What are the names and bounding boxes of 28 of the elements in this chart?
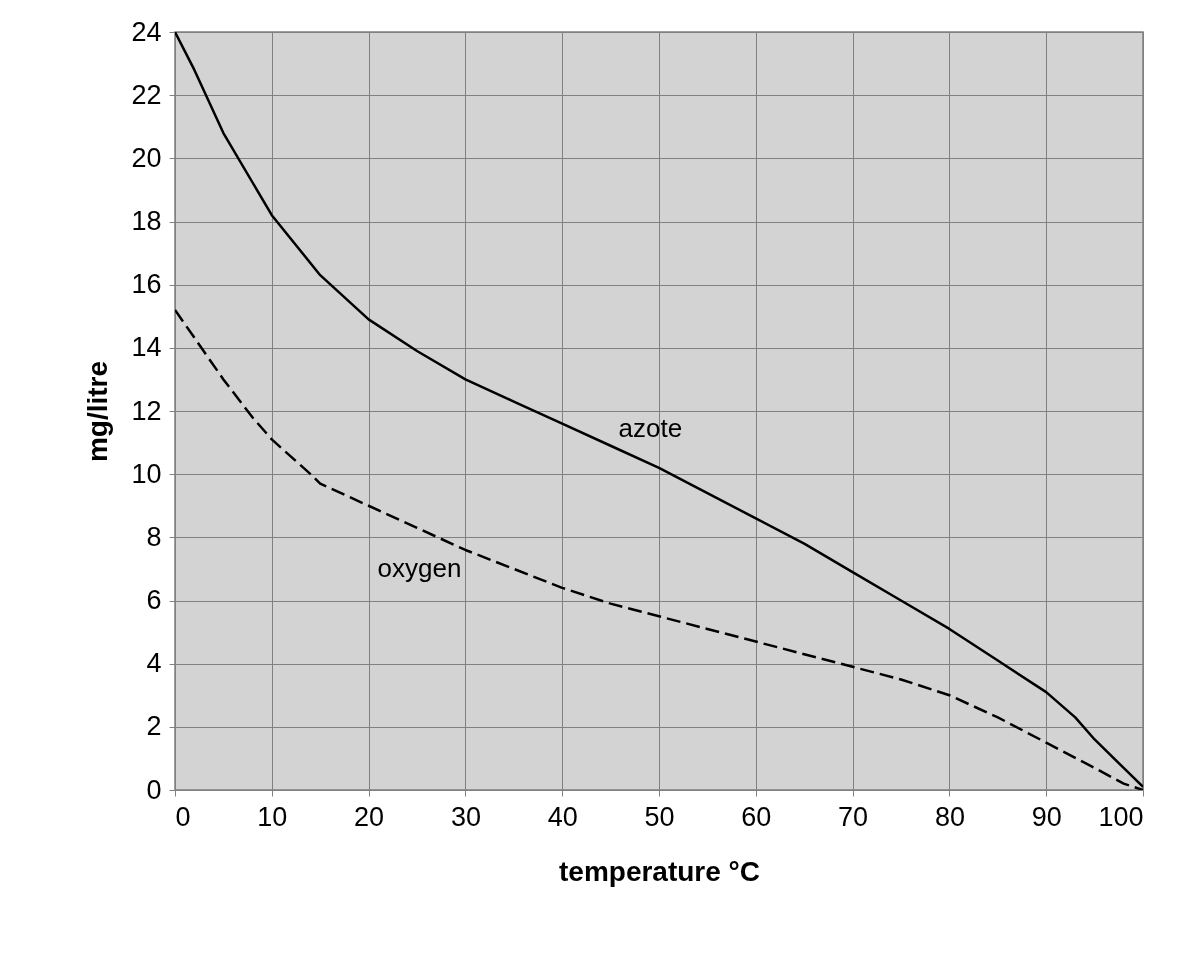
x-tick-label: 10 (257, 801, 288, 832)
y-tick-label: 16 (131, 269, 162, 300)
x-tick-label: 80 (934, 801, 965, 832)
y-tick-label: 12 (131, 395, 162, 426)
x-tick-label: 50 (644, 801, 675, 832)
y-tick-label: 20 (131, 142, 162, 173)
x-tick-label: 30 (450, 801, 481, 832)
x-tick-label: 60 (741, 801, 772, 832)
series-label: azote (618, 412, 683, 443)
x-tick-label: 70 (838, 801, 869, 832)
y-tick-label: 8 (146, 521, 162, 552)
series-label: oxygen (377, 552, 462, 583)
x-tick-label: 100 (1098, 801, 1144, 832)
y-tick-label: 22 (131, 79, 162, 110)
y-axis-title: mg/litre (82, 360, 114, 463)
y-tick-label: 18 (131, 206, 162, 236)
y-tick-label: 6 (146, 585, 162, 615)
x-tick-label: 40 (547, 801, 578, 832)
x-tick-label: 20 (354, 801, 385, 832)
y-tick-label: 10 (131, 458, 162, 489)
x-tick-label: 90 (1031, 801, 1062, 832)
y-tick-label: 24 (131, 16, 162, 47)
y-tick-label: 2 (146, 711, 162, 742)
x-tick-label: 0 (175, 801, 191, 832)
y-tick-label: 0 (146, 774, 162, 805)
x-axis-title: temperature °C (558, 855, 761, 887)
y-tick-label: 14 (131, 332, 162, 363)
y-tick-label: 4 (146, 648, 162, 679)
